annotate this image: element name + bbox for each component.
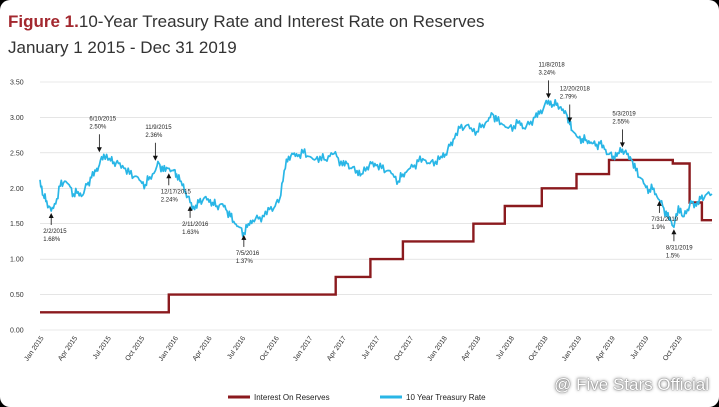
annotation-value: 2.24% — [161, 197, 179, 203]
annotation-date: 7/31/2019 — [651, 217, 678, 223]
x-tick-label: Jul 2019 — [630, 335, 651, 361]
annotation-date: 7/5/2016 — [236, 251, 260, 257]
annotation-date: 2/11/2016 — [182, 222, 209, 228]
annotation-arrowhead — [656, 200, 662, 206]
annotation-arrowhead — [152, 155, 158, 161]
x-tick-label: Apr 2015 — [57, 335, 79, 362]
chart-title-text: 10-Year Treasury Rate and Interest Rate … — [78, 12, 485, 31]
x-tick-label: Jul 2015 — [92, 335, 113, 361]
annotation-value: 2.79% — [560, 95, 578, 101]
annotation-arrowhead — [671, 229, 677, 235]
y-tick-label: 2.50 — [10, 150, 24, 157]
grid — [40, 81, 712, 331]
y-tick-label: 3.00 — [10, 115, 24, 122]
annotation-value: 2.55% — [612, 119, 630, 125]
annotation-date: 12/20/2018 — [560, 87, 591, 93]
x-tick-label: Oct 2017 — [393, 335, 415, 362]
y-tick-label: 1.00 — [10, 257, 24, 264]
annotation-arrowhead — [619, 142, 625, 148]
x-tick-label: Jan 2019 — [561, 335, 583, 363]
annotation-arrowhead — [241, 234, 247, 240]
annotation-value: 2.36% — [145, 133, 163, 139]
y-tick-label: 0.50 — [10, 292, 24, 299]
x-tick-label: Oct 2016 — [259, 335, 281, 362]
series-10-year-treasury — [39, 98, 713, 237]
x-tick-label: Jul 2018 — [495, 335, 516, 361]
x-tick-label: Jan 2018 — [427, 335, 449, 363]
annotation-date: 8/31/2019 — [666, 245, 693, 251]
annotation-arrowhead — [545, 93, 551, 99]
annotations: 2/2/2015 1.68% 6/10/2015 2.50% 11/9/2015 2.36… — [43, 62, 693, 265]
y-tick-label: 0.00 — [10, 328, 24, 335]
annotation-arrowhead — [567, 117, 573, 123]
annotation-date: 11/9/2015 — [145, 125, 172, 131]
chart-subtitle: January 1 2015 - Dec 31 2019 — [8, 38, 237, 57]
series-interest-on-reserves — [40, 158, 712, 314]
legend-label-treasury: 10 Year Treasury Rate — [406, 393, 486, 402]
annotation-value: 1.63% — [182, 230, 200, 236]
x-tick-label: Apr 2019 — [595, 335, 617, 362]
y-tick-label: 3.50 — [10, 80, 24, 87]
x-tick-label: Oct 2019 — [662, 335, 684, 362]
x-tick-label: Oct 2018 — [528, 335, 550, 362]
annotation-date: 5/3/2019 — [612, 111, 636, 117]
y-axis-ticks: 0.00 0.50 1.00 1.50 2.00 2.50 3.00 3.50 — [10, 80, 24, 335]
annotation-arrowhead — [96, 147, 102, 153]
annotation-date: 2/2/2015 — [43, 229, 67, 235]
x-tick-label: Apr 2016 — [192, 335, 214, 362]
x-tick-label: Apr 2018 — [460, 335, 482, 362]
legend-label-reserves: Interest On Reserves — [254, 393, 330, 402]
annotation-value: 1.68% — [43, 237, 61, 243]
annotation-arrowhead — [187, 205, 193, 211]
y-tick-label: 1.50 — [10, 221, 24, 228]
annotation-value: 1.5% — [666, 253, 680, 259]
annotation-value: 3.24% — [538, 70, 556, 76]
legend: Interest On Reserves 10 Year Treasury Ra… — [228, 393, 486, 402]
x-tick-label: Jul 2017 — [361, 335, 382, 361]
x-axis-ticks: Jan 2015 Apr 2015 Jul 2015 Oct 2015 Jan 2016… — [23, 335, 684, 363]
x-tick-label: Jan 2017 — [292, 335, 314, 363]
annotation-arrowhead — [48, 212, 54, 218]
watermark-text: @ Five Stars Official — [554, 375, 709, 394]
chart-title: Figure 1.10-Year Treasury Rate and Inter… — [8, 12, 485, 32]
x-tick-label: Jan 2016 — [158, 335, 180, 363]
x-tick-label: Oct 2015 — [124, 335, 146, 362]
x-tick-label: Apr 2017 — [326, 335, 348, 362]
annotation-value: 1.9% — [651, 225, 665, 231]
y-tick-label: 2.00 — [10, 186, 24, 193]
annotation-value: 2.50% — [89, 124, 107, 130]
annotation-date: 11/8/2018 — [538, 62, 565, 68]
figure-label: Figure 1. — [8, 12, 79, 31]
x-tick-label: Jul 2016 — [226, 335, 247, 361]
annotation-arrowhead — [166, 173, 172, 179]
annotation-value: 1.37% — [236, 259, 254, 265]
annotation-date: 6/10/2015 — [89, 116, 116, 122]
annotation-date: 12/17/2015 — [161, 189, 192, 195]
x-tick-label: Jan 2015 — [23, 335, 45, 363]
